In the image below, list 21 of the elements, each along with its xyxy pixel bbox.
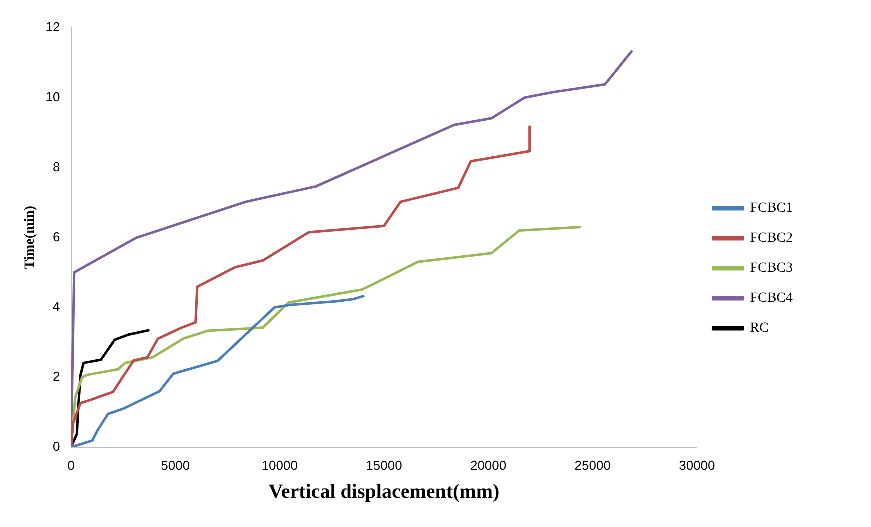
legend-label: FCBC2 (750, 231, 794, 246)
x-tick-label: 0 (68, 458, 75, 473)
y-tick-label: 6 (53, 229, 60, 244)
x-tick-label: 25000 (574, 458, 611, 473)
legend-label: FCBC1 (750, 201, 794, 216)
legend-label: FCBC4 (750, 291, 794, 306)
x-tick-label: 5000 (161, 458, 190, 473)
x-tick-label: 20000 (470, 458, 507, 473)
x-axis-title: Vertical displacement(mm) (268, 481, 500, 504)
y-tick-label: 12 (46, 20, 60, 35)
y-axis-title: Time(min) (23, 206, 38, 270)
y-tick-label: 2 (53, 369, 60, 384)
x-tick-label: 15000 (366, 458, 402, 473)
y-tick-label: 8 (53, 159, 60, 174)
legend-label: FCBC3 (750, 261, 794, 276)
y-tick-label: 4 (53, 299, 60, 314)
legend-label: RC (750, 321, 769, 336)
x-tick-label: 10000 (262, 458, 298, 473)
y-tick-label: 0 (53, 438, 60, 454)
x-tick-label: 30000 (679, 458, 716, 473)
y-tick-label: 10 (46, 89, 60, 104)
